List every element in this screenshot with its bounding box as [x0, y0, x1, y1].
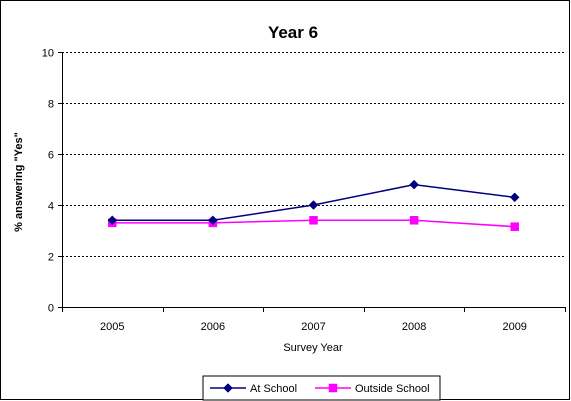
y-tick-label-4: 4: [48, 201, 54, 213]
y-tick-labels: 0 2 4 6 8 10: [42, 48, 54, 315]
legend-item-1: Outside School: [315, 383, 430, 395]
y-tick-label-8: 8: [48, 99, 54, 111]
legend-items: At School Outside School: [210, 383, 430, 395]
data-point-0-2007: [308, 200, 319, 210]
x-tick-label-2009: 2009: [502, 321, 526, 333]
legend-item-0: At School: [210, 383, 297, 395]
x-tick-label-2008: 2008: [402, 321, 426, 333]
y-tick-label-2: 2: [48, 252, 54, 264]
data-point-0-2006: [208, 215, 218, 226]
data-point-1-2007: [309, 216, 318, 225]
x-tick-label-2005: 2005: [100, 321, 124, 333]
data-point-0-2005: [107, 215, 118, 226]
series-layer: [107, 179, 520, 231]
y-tick-label-10: 10: [42, 48, 54, 60]
y-tick-label-0: 0: [48, 303, 54, 315]
legend-marker-0: [223, 383, 233, 393]
y-axis-title: % answering "Yes": [13, 132, 25, 232]
x-tick-label-2007: 2007: [301, 321, 325, 333]
chart-title: Year 6: [268, 23, 318, 42]
legend: At School Outside School: [202, 375, 441, 401]
y-tick-label-6: 6: [48, 150, 54, 162]
legend-label-1: Outside School: [355, 383, 430, 395]
legend-marker-1: [328, 383, 338, 393]
series-0: [107, 179, 520, 226]
axes-layer: [58, 52, 566, 312]
data-point-0-2008: [409, 179, 419, 190]
data-point-1-2009: [510, 222, 519, 231]
x-axis-title: Survey Year: [283, 342, 343, 354]
data-point-0-2009: [509, 192, 520, 203]
legend-label-0: At School: [250, 383, 297, 395]
x-tick-label-2006: 2006: [201, 321, 225, 333]
data-point-1-2008: [409, 216, 419, 225]
x-tick-labels: 2005 2006 2007 2008 2009: [100, 321, 527, 333]
